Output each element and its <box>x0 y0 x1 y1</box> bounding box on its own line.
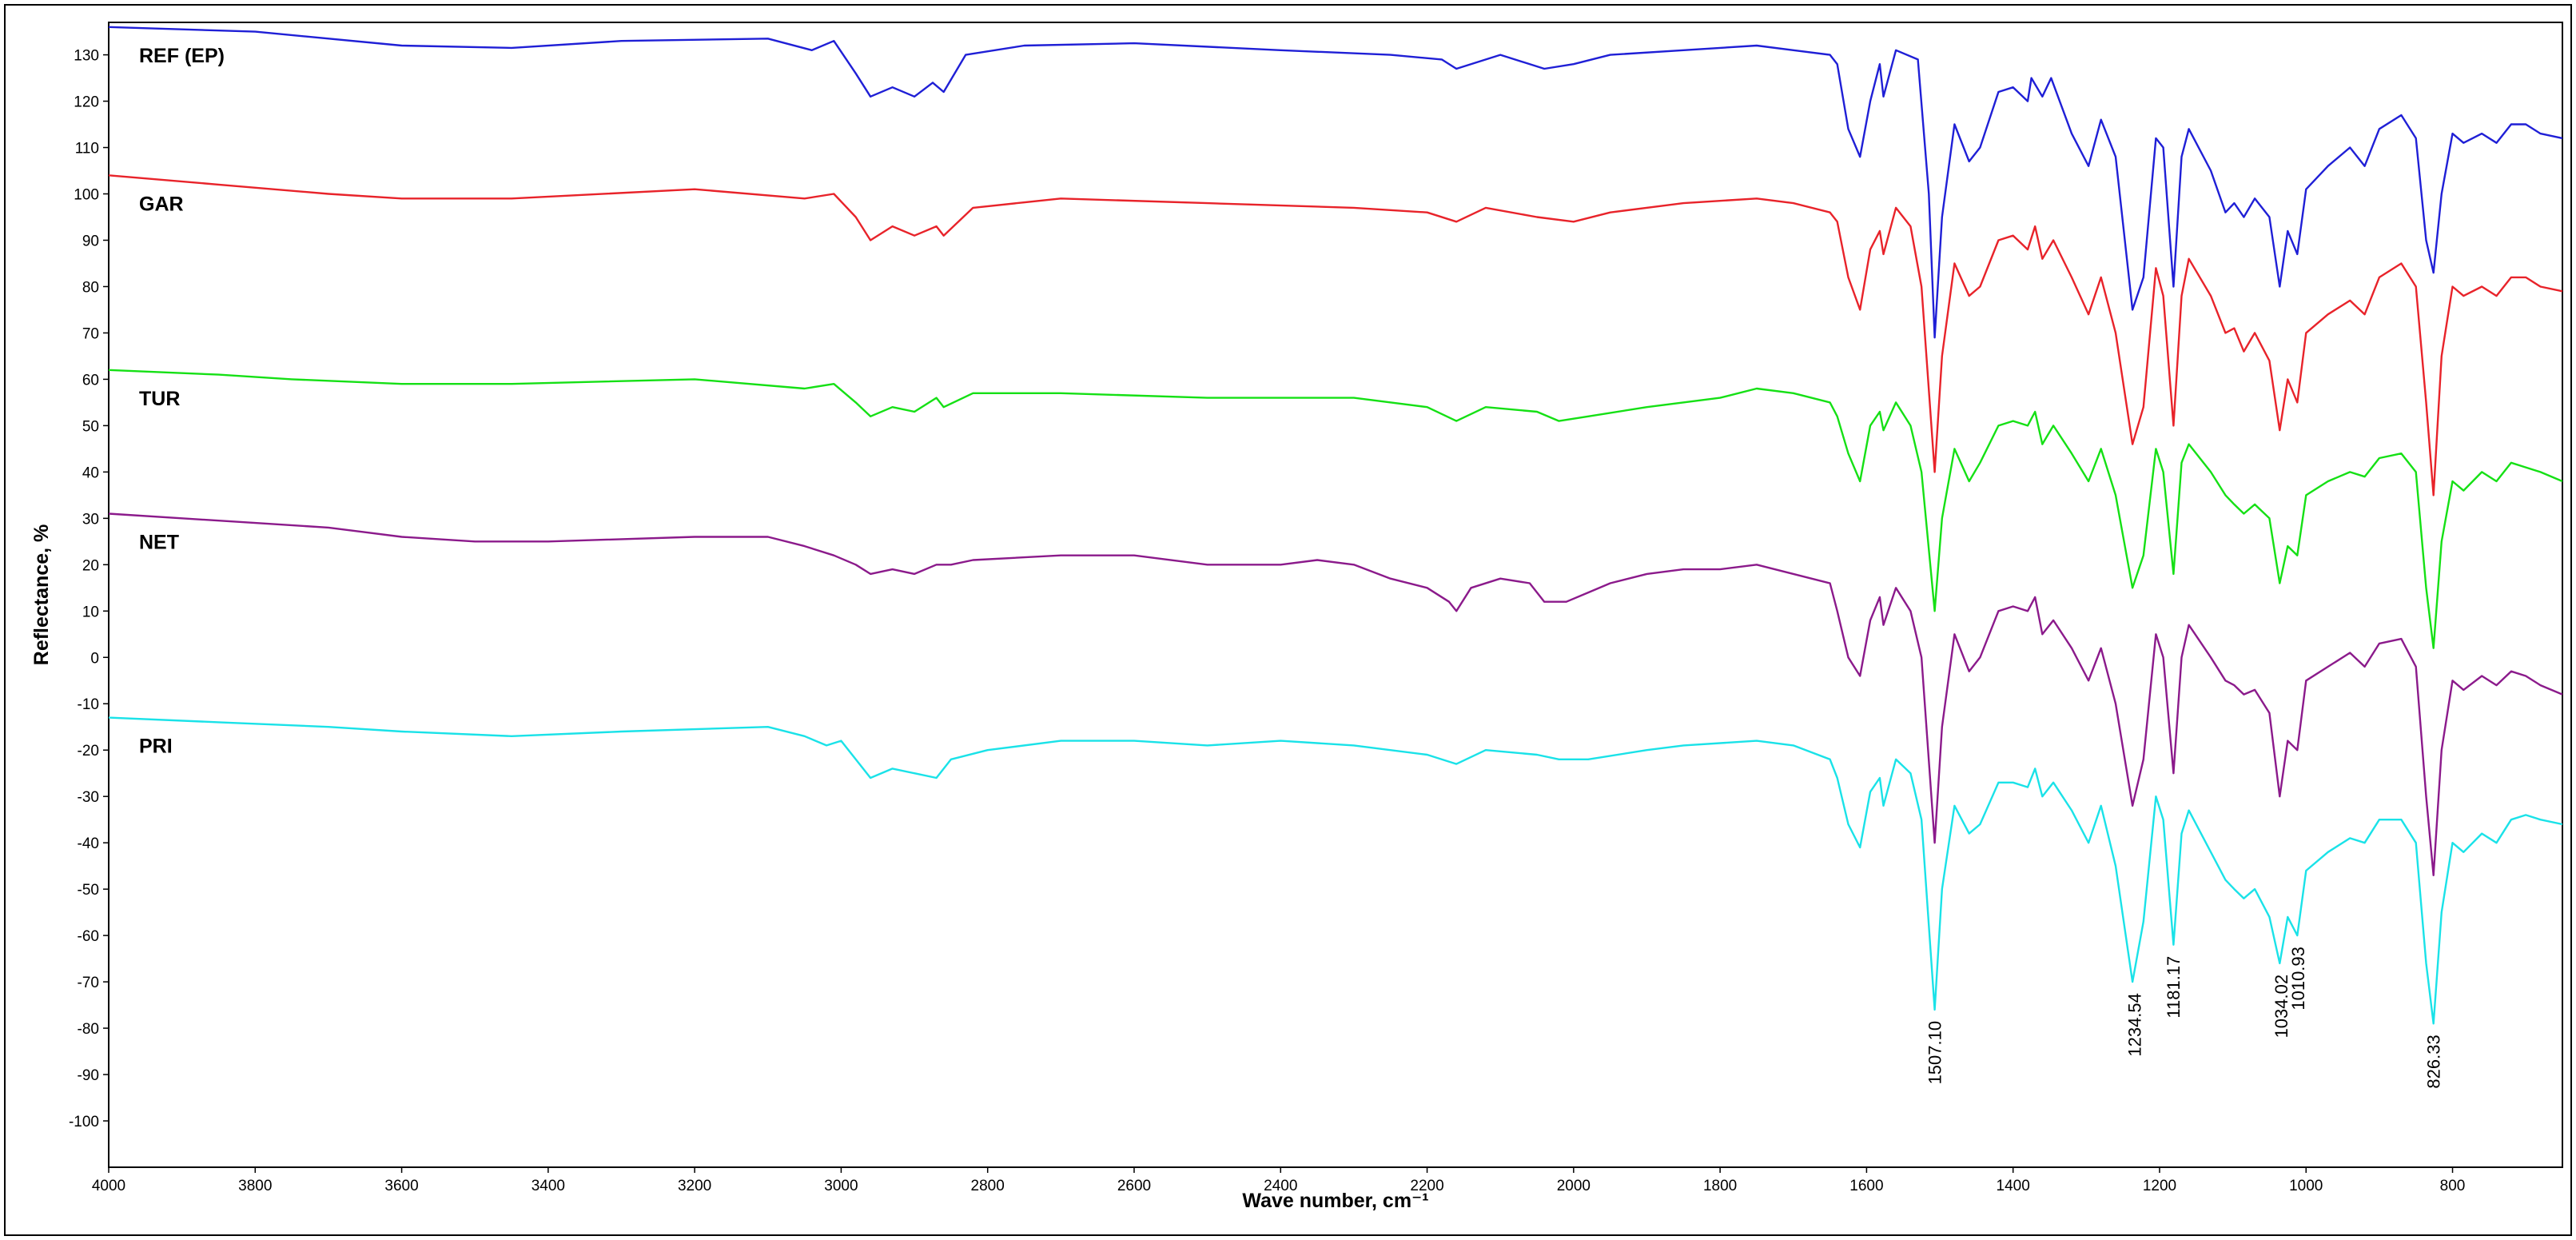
y-tick-label: -30 <box>78 789 99 806</box>
series-label: PRI <box>139 736 173 758</box>
y-tick-label: 60 <box>82 372 99 389</box>
peak-label: 1507.10 <box>1925 1021 1945 1085</box>
y-tick-label: -80 <box>78 1021 99 1038</box>
peak-label: 1034.02 <box>2271 975 2291 1039</box>
y-axis-ticks: 1301201101009080706050403020100-10-20-30… <box>69 48 109 1130</box>
series-labels: REF (EP) GAR TUR NET PRI <box>139 45 225 758</box>
y-tick-label: 10 <box>82 604 99 620</box>
y-tick-label: -60 <box>78 928 99 945</box>
x-tick-label: 2000 <box>1557 1178 1591 1194</box>
series-line-gar <box>108 174 2563 496</box>
series-layer <box>108 26 2563 1025</box>
y-tick-label: 130 <box>74 48 99 65</box>
y-tick-label: 20 <box>82 557 99 574</box>
x-tick-label: 3400 <box>532 1178 565 1194</box>
y-tick-label: -10 <box>78 696 99 713</box>
y-tick-label: 100 <box>74 187 99 204</box>
y-tick-label: 90 <box>82 233 99 249</box>
y-tick-label: -20 <box>78 743 99 760</box>
x-tick-label: 1600 <box>1849 1178 1883 1194</box>
peak-label: 1234.54 <box>2124 993 2144 1057</box>
x-tick-label: 1400 <box>1997 1178 2030 1194</box>
plot-area <box>108 22 2563 1168</box>
x-tick-label: 1000 <box>2289 1178 2323 1194</box>
x-tick-label: 800 <box>2440 1178 2466 1194</box>
series-line-tur <box>108 369 2563 649</box>
series-label: NET <box>139 532 179 554</box>
x-axis-ticks: 4000 3800 3600 3400 3200 3000 2800 2600 2400 2200… <box>92 1167 2466 1194</box>
x-tick-label: 2600 <box>1117 1178 1151 1194</box>
x-tick-label: 3200 <box>678 1178 711 1194</box>
x-tick-label: 2200 <box>1410 1178 1443 1194</box>
x-tick-label: 1200 <box>2143 1178 2176 1194</box>
y-tick-label: -40 <box>78 835 99 852</box>
peak-label: 826.33 <box>2423 1035 2443 1088</box>
y-tick-label: -90 <box>78 1067 99 1084</box>
series-label: REF (EP) <box>139 45 225 67</box>
x-tick-label: 3000 <box>824 1178 858 1194</box>
y-tick-label: 40 <box>82 465 99 481</box>
x-axis-title: Wave number, cm⁻¹ <box>1242 1190 1428 1212</box>
y-axis-title: Reflectance, % <box>30 524 53 665</box>
y-tick-label: 80 <box>82 279 99 296</box>
y-tick-label: -70 <box>78 975 99 991</box>
series-line-pri <box>108 716 2563 1025</box>
y-tick-label: -100 <box>69 1114 99 1130</box>
y-tick-label: 70 <box>82 325 99 342</box>
y-tick-label: 110 <box>75 141 99 157</box>
x-tick-label: 1800 <box>1703 1178 1737 1194</box>
y-tick-label: -50 <box>78 882 99 899</box>
y-tick-label: 0 <box>90 650 99 667</box>
peak-label: 1010.93 <box>2288 947 2308 1011</box>
series-line-ref-ep <box>108 26 2563 339</box>
peak-label: 1181.17 <box>2164 956 2184 1019</box>
x-tick-label: 4000 <box>92 1178 125 1194</box>
x-tick-label: 3800 <box>238 1178 272 1194</box>
series-label: TUR <box>139 388 180 410</box>
y-tick-label: 120 <box>74 94 99 111</box>
x-tick-label: 2800 <box>971 1178 1005 1194</box>
series-label: GAR <box>139 193 184 215</box>
series-line-net <box>108 512 2563 877</box>
y-tick-label: 30 <box>82 511 99 528</box>
y-tick-label: 50 <box>82 418 99 435</box>
x-tick-label: 3600 <box>384 1178 418 1194</box>
x-tick-label: 2400 <box>1264 1178 1297 1194</box>
